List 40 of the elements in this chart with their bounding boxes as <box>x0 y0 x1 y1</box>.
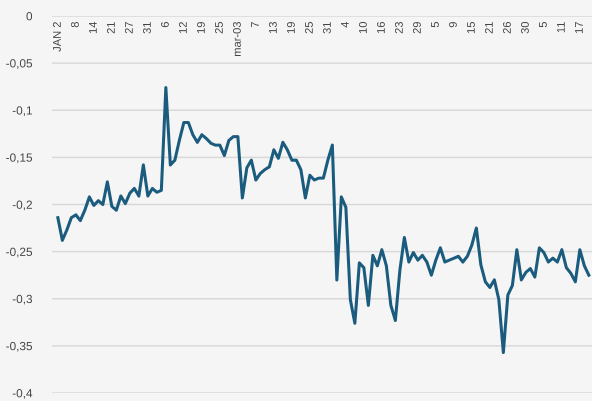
x-tick-label: 8 <box>70 22 79 28</box>
x-tick-label: 9 <box>448 22 457 28</box>
y-tick-label: -0,25 <box>6 248 32 258</box>
x-tick-label: 29 <box>412 22 421 34</box>
x-tick-label: 6 <box>160 22 169 28</box>
x-tick-label: 15 <box>467 22 475 34</box>
x-tick-label: 14 <box>89 22 97 34</box>
y-tick-label: -0,1 <box>12 106 32 116</box>
x-tick-label: 19 <box>286 22 295 34</box>
x-tick-label: JAN 2 <box>52 22 61 52</box>
x-tick-label: 13 <box>268 22 277 34</box>
x-tick-label: 25 <box>214 22 223 34</box>
x-tick-label: 23 <box>394 22 403 34</box>
y-tick-label: -0,15 <box>6 153 32 164</box>
y-tick-label: -0,2 <box>12 200 32 210</box>
x-tick-label: mar-03 <box>232 22 241 56</box>
x-tick-label: 12 <box>178 22 187 34</box>
y-tick-label: -0,35 <box>6 342 32 352</box>
y-tick-label: 0 <box>26 12 32 20</box>
x-tick-label: 7 <box>251 22 259 28</box>
x-tick-label: 26 <box>502 22 511 34</box>
y-tick-label: -0,3 <box>12 294 32 305</box>
x-tick-label: 5 <box>539 22 547 28</box>
x-tick-label: 27 <box>124 22 133 34</box>
x-tick-label: 31 <box>142 22 151 34</box>
x-tick-label: 17 <box>575 22 583 34</box>
x-tick-label: 16 <box>376 22 385 34</box>
x-tick-label: 5 <box>431 22 439 28</box>
x-tick-label: 21 <box>484 22 493 34</box>
x-tick-label: 25 <box>304 22 313 34</box>
y-tick-label: -0,4 <box>12 389 32 399</box>
x-tick-label: 19 <box>196 22 205 34</box>
x-tick-label: 10 <box>358 22 367 34</box>
y-tick-label: -0,05 <box>6 59 32 69</box>
line-series <box>56 86 590 354</box>
x-tick-label: 11 <box>557 22 565 32</box>
x-tick-label: 21 <box>106 22 115 34</box>
x-tick-label: 30 <box>520 22 529 34</box>
x-tick-label: 4 <box>341 22 349 28</box>
x-tick-label: 31 <box>322 22 331 34</box>
